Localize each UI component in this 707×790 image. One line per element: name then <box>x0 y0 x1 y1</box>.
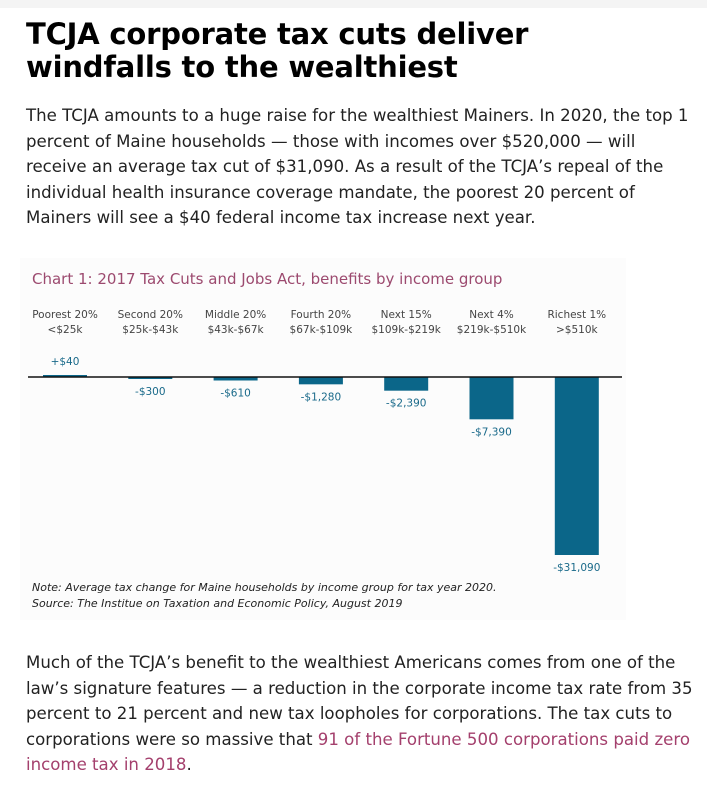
bar <box>128 377 173 379</box>
chart-source: Source: The Institue on Taxation and Eco… <box>32 597 403 610</box>
bar <box>469 377 514 420</box>
top-strip <box>0 0 707 8</box>
category-label: Next 4% <box>469 309 513 321</box>
category-label: Poorest 20% <box>32 309 98 321</box>
category-label: Second 20% <box>118 309 183 321</box>
article-heading: TCJA corporate tax cuts deliver windfall… <box>26 17 529 84</box>
category-range-label: <$25k <box>48 324 84 336</box>
chart-note: Note: Average tax change for Maine house… <box>32 581 497 594</box>
category-range-label: >$510k <box>556 324 599 336</box>
corporate-paragraph: Much of the TCJA’s benefit to the wealth… <box>26 650 701 778</box>
category-range-label: $25k-$43k <box>122 324 179 336</box>
corporate-paragraph-end: . <box>186 755 192 774</box>
category-range-label: $219k-$510k <box>457 324 527 336</box>
category-range-label: $109k-$219k <box>371 324 441 336</box>
value-label: -$1,280 <box>301 391 342 403</box>
tax-benefit-chart: Chart 1: 2017 Tax Cuts and Jobs Act, ben… <box>20 258 626 620</box>
category-label: Fourth 20% <box>291 309 352 321</box>
bar <box>384 377 429 391</box>
value-label: +$40 <box>51 356 80 368</box>
bar <box>213 377 258 381</box>
fortune-500-link[interactable]: 91 of the Fortune 500 corporations paid … <box>26 729 690 775</box>
intro-paragraph: The TCJA amounts to a huge raise for the… <box>26 106 689 227</box>
value-label: -$300 <box>135 386 166 398</box>
chart-plot: Poorest 20% <$25k +$40 Second 20% $25k-$43k -… <box>28 309 622 574</box>
bar <box>554 377 599 555</box>
bar <box>43 375 87 377</box>
category-range-label: $43k-$67k <box>208 324 265 336</box>
bar <box>298 377 343 385</box>
category-label: Richest 1% <box>547 309 606 321</box>
value-label: -$31,090 <box>553 562 600 574</box>
category-label: Middle 20% <box>205 309 266 321</box>
chart-title: Chart 1: 2017 Tax Cuts and Jobs Act, ben… <box>32 270 503 288</box>
corporate-paragraph-text: Much of the TCJA’s benefit to the wealth… <box>26 653 693 749</box>
category-label: Next 15% <box>381 309 432 321</box>
category-range-label: $67k-$109k <box>290 324 354 336</box>
value-label: -$610 <box>220 387 251 399</box>
value-label: -$7,390 <box>471 426 512 438</box>
value-label: -$2,390 <box>386 398 427 410</box>
